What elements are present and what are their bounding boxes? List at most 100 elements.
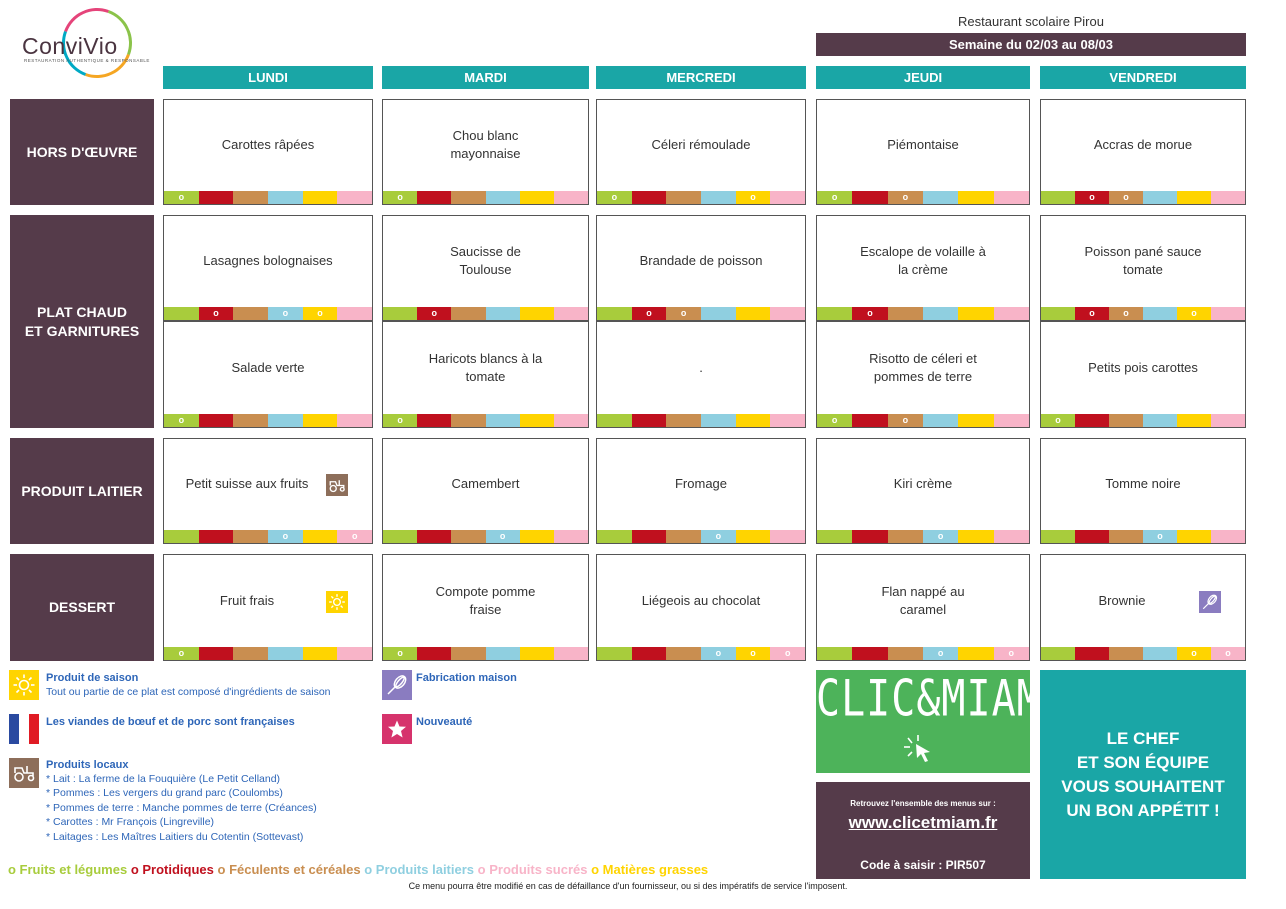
dish-name: Poisson pané sauce tomate <box>1041 216 1245 306</box>
nutrition-segment: o <box>1211 647 1245 660</box>
nutrition-segment: o <box>337 530 373 543</box>
menu-cell: Brownie o o <box>1040 554 1246 661</box>
dish-name: Camembert <box>383 439 588 529</box>
dish-line: Petit suisse aux fruits <box>185 476 309 491</box>
nutrition-segment: o <box>417 307 452 320</box>
nutrition-segment <box>958 647 994 660</box>
nutrition-segment <box>958 191 994 204</box>
day-header-mardi: MARDI <box>382 66 589 89</box>
nutrition-segment <box>1211 530 1245 543</box>
dish-line: Flan nappé au <box>881 583 965 599</box>
nutrition-segment <box>198 191 234 204</box>
dish-line: Haricots blancs à la <box>428 350 543 366</box>
legend-locaux-item: * Pommes : Les vergers du grand parc (Co… <box>46 787 283 800</box>
nutrition-bar: o <box>383 307 589 320</box>
nutrition-segment <box>337 647 373 660</box>
nutrition-segment <box>735 530 771 543</box>
nutrition-segment <box>666 530 702 543</box>
nutrition-segment: o <box>198 307 234 320</box>
clicetmiam-banner[interactable]: CLIC&MIAM! <box>816 670 1067 773</box>
nutrition-segment <box>922 414 959 427</box>
legend-maison: Fabrication maison <box>416 672 517 684</box>
menu-cell: Saucisse de Toulouse o <box>382 215 589 321</box>
sun-icon <box>9 670 39 700</box>
nutrition-segment <box>887 307 923 320</box>
website-link[interactable]: www.clicetmiam.fr <box>848 813 998 832</box>
nutrition-segment <box>417 530 452 543</box>
nutrition-segment <box>1109 647 1143 660</box>
nutrition-segment <box>337 414 373 427</box>
menu-cell: Lasagnes bolognaises o o o <box>163 215 373 321</box>
chef-message: LE CHEF ET SON ÉQUIPE VOUS SOUHAITENT UN… <box>1040 670 1246 879</box>
nutrition-segment <box>770 191 806 204</box>
nutrition-segment: o <box>164 647 199 660</box>
nutrition-segment <box>817 307 853 320</box>
nutrition-segment <box>233 307 269 320</box>
nutrition-segment <box>233 530 269 543</box>
dish-name: Tomme noire <box>1041 439 1245 529</box>
nutrition-segment: o <box>993 647 1029 660</box>
menu-cell: . <box>596 321 806 428</box>
dish-line: Petits pois carottes <box>1088 359 1198 375</box>
nutrition-segment <box>451 307 486 320</box>
nutrition-segment <box>164 530 199 543</box>
nutrition-segment: o <box>164 414 199 427</box>
nutrition-segment <box>485 647 520 660</box>
clic-title: CLIC&MIAM! <box>816 670 1067 728</box>
menu-cell: Fromage o <box>596 438 806 544</box>
legend-locaux-item: * Carottes : Mr François (Lingreville) <box>46 816 215 829</box>
nutrition-segment <box>553 307 589 320</box>
nutrition-segment <box>1177 414 1211 427</box>
nutrition-segment <box>993 191 1029 204</box>
nutrition-segment: o <box>1041 414 1075 427</box>
dish-name: Salade verte <box>164 322 372 413</box>
dish-line: . <box>699 359 703 375</box>
nutrition-segment <box>1143 414 1177 427</box>
nutrition-segment <box>666 191 702 204</box>
dish-line: Compote pomme <box>435 583 536 599</box>
nutrition-segment <box>233 191 269 204</box>
nutrition-segment: o <box>1075 307 1109 320</box>
day-header-vendredi: VENDREDI <box>1040 66 1246 89</box>
dish-line: fraise <box>469 601 502 617</box>
cursor-icon <box>904 735 930 762</box>
french-flag-icon <box>9 714 39 744</box>
nutrition-segment: o <box>1109 307 1143 320</box>
restaurant-name: Restaurant scolaire Pirou <box>958 14 1104 29</box>
nutrition-segment <box>958 414 994 427</box>
section-label: DESSERT <box>10 554 154 661</box>
chef-line: LE CHEF <box>1106 728 1180 748</box>
nutrition-segment <box>993 307 1029 320</box>
nutrition-segment <box>887 647 923 660</box>
nutrition-segment <box>302 414 338 427</box>
cat-feculents: o Féculents et céréales <box>217 862 361 877</box>
menu-cell: Brandade de poisson o o <box>596 215 806 321</box>
dish-line: tomate <box>1123 262 1163 277</box>
nutrition-segment: o <box>302 307 338 320</box>
menu-cell: Céleri rémoulade o o <box>596 99 806 205</box>
nutrition-bar: o <box>1041 530 1245 543</box>
nutrition-segment <box>268 191 303 204</box>
nutrition-segment <box>1211 191 1245 204</box>
nutrition-segment <box>553 191 589 204</box>
section-label-line: PRODUIT LAITIER <box>21 482 143 499</box>
menus-online-box: Retrouvez l'ensemble des menus sur : www… <box>816 782 1030 879</box>
legend-locaux-list: * Lait : La ferme de la Fouquière (Le Pe… <box>46 772 317 844</box>
nutrition-segment <box>485 414 520 427</box>
menu-cell: Carottes râpées o <box>163 99 373 205</box>
whisk-icon <box>1199 591 1221 613</box>
dish-line: Accras de morue <box>1093 137 1193 152</box>
dish-line: la crème <box>898 262 948 277</box>
menu-cell: Kiri crème o <box>816 438 1030 544</box>
convivio-logo: ConviVio <box>22 33 118 59</box>
nutrition-segment: o <box>887 191 923 204</box>
menu-cell: Fruit frais o <box>163 554 373 661</box>
nutrition-segment <box>597 647 632 660</box>
nutrition-segment <box>268 647 303 660</box>
nutrition-segment <box>451 647 486 660</box>
dish-name: Kiri crème <box>817 439 1029 529</box>
nutrition-segment <box>233 647 269 660</box>
nutrition-segment <box>852 647 888 660</box>
